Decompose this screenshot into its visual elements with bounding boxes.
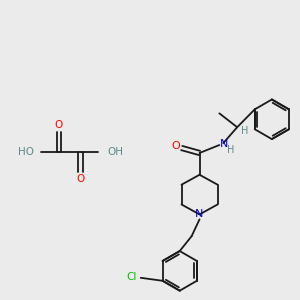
- Text: OH: OH: [107, 147, 123, 157]
- Text: N: N: [220, 139, 229, 149]
- Text: H: H: [226, 145, 234, 155]
- Text: O: O: [76, 174, 85, 184]
- Text: O: O: [171, 141, 180, 151]
- Text: O: O: [55, 120, 63, 130]
- Text: Cl: Cl: [127, 272, 137, 282]
- Text: H: H: [242, 126, 249, 136]
- Text: HO: HO: [18, 147, 34, 157]
- Text: N: N: [195, 209, 204, 219]
